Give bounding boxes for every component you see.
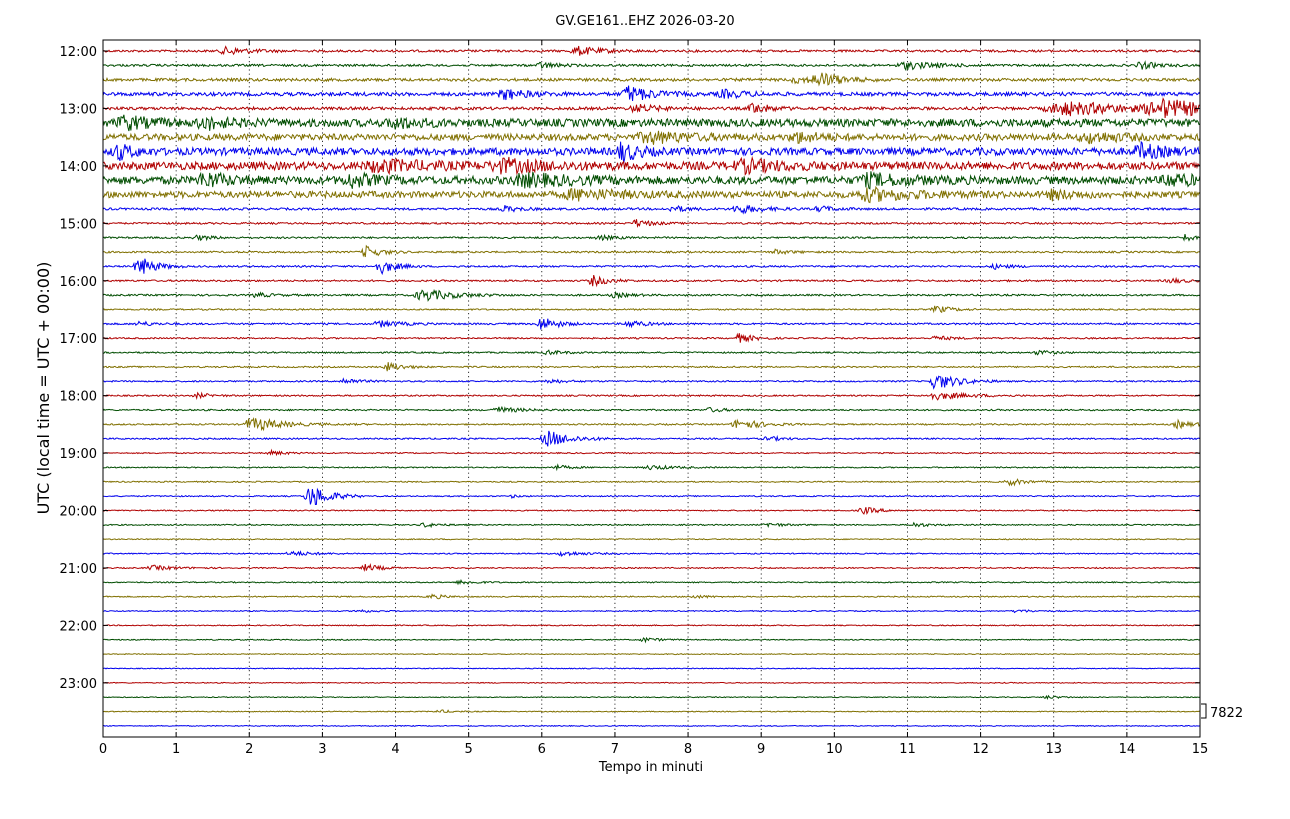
x-tick-label: 7 xyxy=(611,742,619,757)
trace-row xyxy=(102,60,1201,72)
trace-row xyxy=(103,562,1201,572)
trace-row xyxy=(102,258,1201,276)
trace-row xyxy=(102,288,1201,302)
trace-row xyxy=(102,72,1200,87)
scale-label: 7822 xyxy=(1210,706,1243,721)
y-axis-label: UTC (local time = UTC + 00:00) xyxy=(34,262,53,515)
amplitude-scale: 7822 xyxy=(1201,703,1243,721)
y-tick-label: 12:00 xyxy=(60,45,97,60)
trace-row xyxy=(102,593,1201,600)
trace-row xyxy=(102,361,1201,372)
trace-row xyxy=(102,274,1201,288)
trace-row xyxy=(102,430,1201,447)
trace-row xyxy=(102,521,1201,529)
y-tick-label: 16:00 xyxy=(60,275,97,290)
y-tick-label: 17:00 xyxy=(60,332,97,347)
trace-row xyxy=(102,45,1201,56)
trace-row xyxy=(102,487,1201,506)
x-tick-label: 2 xyxy=(245,742,253,757)
x-tick-label: 10 xyxy=(826,742,843,757)
y-tick-label: 13:00 xyxy=(60,102,97,117)
trace-row xyxy=(102,463,1201,472)
trace-row xyxy=(102,636,1201,644)
trace-row xyxy=(102,140,1201,164)
trace-row xyxy=(102,219,1201,228)
trace-row xyxy=(102,97,1201,119)
trace-row xyxy=(102,244,1201,258)
x-tick-label: 3 xyxy=(318,742,326,757)
y-tick-label: 15:00 xyxy=(60,217,97,232)
x-tick-label: 8 xyxy=(684,742,692,757)
trace-row xyxy=(103,694,1201,701)
trace-row xyxy=(102,506,1201,515)
trace-row xyxy=(102,185,1201,204)
y-tick-label: 21:00 xyxy=(60,562,97,577)
y-tick-label: 22:00 xyxy=(60,619,97,634)
x-tick-label: 4 xyxy=(391,742,399,757)
x-tick-label: 11 xyxy=(899,742,916,757)
x-tick-label: 15 xyxy=(1192,742,1209,757)
trace-row xyxy=(102,681,1201,684)
chart-title: GV.GE161..EHZ 2026-03-20 xyxy=(555,14,734,29)
x-tick-label: 0 xyxy=(99,742,107,757)
trace-row xyxy=(102,349,1201,356)
trace-row xyxy=(102,417,1201,432)
trace-row xyxy=(102,608,1201,614)
x-tick-label: 14 xyxy=(1119,742,1136,757)
x-tick-label: 12 xyxy=(972,742,989,757)
trace-row xyxy=(102,391,1201,401)
x-tick-label: 5 xyxy=(465,742,473,757)
trace-row xyxy=(102,624,1201,627)
trace-row xyxy=(102,405,1201,414)
y-tick-label: 14:00 xyxy=(60,160,97,175)
y-tick-label: 19:00 xyxy=(60,447,97,462)
scale-bracket xyxy=(1201,703,1207,719)
trace-row xyxy=(102,538,1201,541)
trace-row xyxy=(102,332,1201,343)
trace-row xyxy=(102,578,1201,586)
x-axis: 0 1 2 3 4 5 6 7 8 9 10 11 12 13 14 15 xyxy=(99,40,1208,757)
y-tick-label: 18:00 xyxy=(60,390,97,405)
trace-row xyxy=(102,709,1201,713)
trace-row xyxy=(102,667,1200,670)
trace-row xyxy=(102,204,1201,215)
seismic-traces xyxy=(102,45,1201,727)
x-tick-label: 13 xyxy=(1045,742,1062,757)
trace-row xyxy=(102,233,1201,242)
y-axis: 12:00 13:00 14:00 15:00 16:00 17:00 18:00 19:00… xyxy=(60,45,1200,692)
x-tick-label: 6 xyxy=(538,742,546,757)
trace-row xyxy=(102,375,1201,390)
trace-row xyxy=(102,114,1201,132)
y-tick-label: 20:00 xyxy=(60,505,97,520)
trace-row xyxy=(102,653,1201,656)
x-tick-label: 9 xyxy=(757,742,765,757)
trace-row xyxy=(102,171,1201,190)
x-axis-label: Tempo in minuti xyxy=(598,760,703,775)
trace-row xyxy=(102,478,1201,487)
trace-row xyxy=(102,85,1201,102)
plot-frame xyxy=(102,39,1201,738)
trace-row xyxy=(102,448,1201,457)
trace-row xyxy=(102,155,1201,176)
trace-row xyxy=(102,305,1201,314)
x-tick-label: 1 xyxy=(172,742,180,757)
trace-row xyxy=(102,724,1201,727)
trace-row xyxy=(102,318,1201,330)
y-tick-label: 23:00 xyxy=(60,677,97,692)
trace-row xyxy=(102,130,1201,145)
trace-row xyxy=(102,550,1201,557)
